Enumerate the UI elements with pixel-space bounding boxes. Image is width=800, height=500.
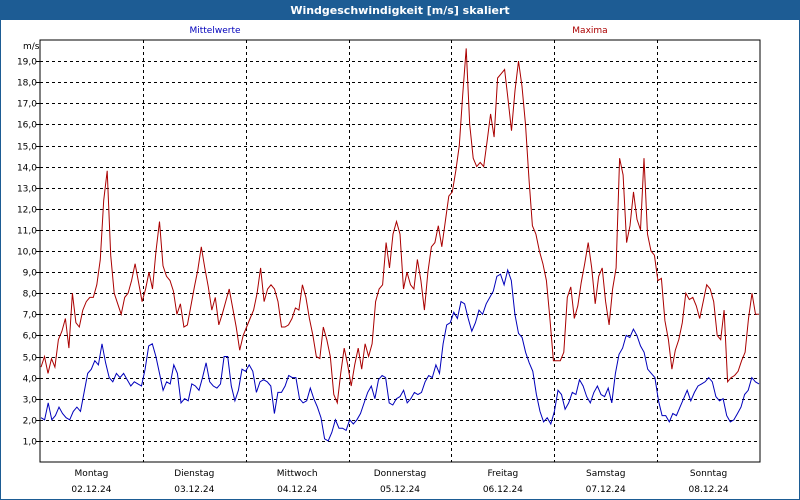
y-tick-label: 5,0	[23, 354, 38, 364]
x-tick-day: Freitag	[487, 469, 518, 479]
y-tick-label: 12,0	[17, 206, 37, 216]
y-tick-label: 6,0	[23, 332, 38, 342]
y-tick-label: 17,0	[17, 100, 37, 110]
grid	[40, 40, 760, 462]
x-tick-date: 03.12.24	[174, 485, 214, 495]
y-tick-label: 2,0	[23, 417, 38, 427]
y-tick-label: 14,0	[17, 164, 37, 174]
legend-mittelwerte: Mittelwerte	[189, 26, 240, 36]
x-tick-day: Samstag	[586, 469, 625, 479]
legend-maxima: Maxima	[572, 26, 607, 36]
series-line-mittelwerte	[40, 268, 760, 442]
x-tick-day: Sonntag	[690, 469, 727, 479]
chart-title: Windgeschwindigkeit [m/s] skaliert	[1, 1, 799, 20]
x-tick-date: 06.12.24	[483, 485, 523, 495]
y-axis-ticks: 1,0 2,0 3,0 4,0 5,0 6,0 7,0 8,0 9,0 10,0 11,0 12,0 1…	[17, 58, 40, 448]
x-tick-date: 05.12.24	[380, 485, 420, 495]
x-tick-day: Mittwoch	[277, 469, 318, 479]
y-tick-label: 4,0	[23, 375, 38, 385]
y-tick-label: 8,0	[23, 290, 38, 300]
y-axis-unit: m/s	[23, 42, 40, 52]
series	[40, 48, 760, 442]
y-tick-label: 16,0	[17, 121, 37, 131]
x-tick-date: 08.12.24	[689, 485, 729, 495]
x-tick-date: 02.12.24	[71, 485, 111, 495]
x-tick-day: Montag	[75, 469, 109, 479]
y-tick-label: 15,0	[17, 143, 37, 153]
x-tick-day: Dienstag	[174, 469, 214, 479]
x-tick-date: 04.12.24	[277, 485, 317, 495]
y-tick-label: 13,0	[17, 185, 37, 195]
x-tick-day: Donnerstag	[374, 469, 427, 479]
y-tick-label: 18,0	[17, 79, 37, 89]
y-tick-label: 10,0	[17, 248, 37, 258]
y-tick-label: 1,0	[23, 438, 38, 448]
y-tick-label: 11,0	[17, 227, 37, 237]
x-axis-ticks: Montag 02.12.24 Dienstag 03.12.24 Mittwoch 04…	[71, 469, 728, 495]
x-tick-date: 07.12.24	[586, 485, 626, 495]
y-tick-label: 9,0	[23, 269, 38, 279]
y-tick-label: 19,0	[17, 58, 37, 68]
series-line-maxima	[40, 48, 759, 405]
y-tick-label: 7,0	[23, 311, 38, 321]
y-tick-label: 3,0	[23, 396, 38, 406]
